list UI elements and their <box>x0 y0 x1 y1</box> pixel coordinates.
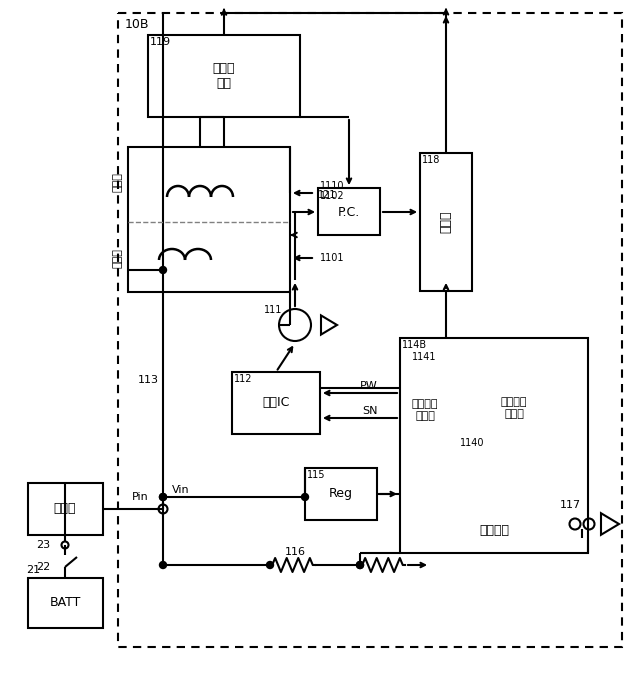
Text: 113: 113 <box>138 375 159 385</box>
Text: マイコン: マイコン <box>479 524 509 537</box>
Bar <box>400 338 588 553</box>
Bar <box>128 147 290 292</box>
Text: 117: 117 <box>560 500 581 510</box>
Text: 115: 115 <box>307 470 326 480</box>
Circle shape <box>356 562 364 569</box>
Bar <box>420 153 472 291</box>
Text: 制御IC: 制御IC <box>262 396 290 409</box>
Circle shape <box>301 494 308 501</box>
Text: 1140: 1140 <box>460 438 484 448</box>
Text: 1110: 1110 <box>320 181 344 191</box>
Text: 10B: 10B <box>125 18 150 31</box>
Text: PW: PW <box>360 381 378 391</box>
Circle shape <box>159 266 166 274</box>
Text: 数値制御
発振器: 数値制御 発振器 <box>412 399 438 421</box>
Bar <box>28 578 103 628</box>
Text: 1141: 1141 <box>412 352 436 362</box>
Bar <box>232 372 320 434</box>
Text: SN: SN <box>362 406 378 416</box>
Bar <box>28 483 103 535</box>
Bar <box>118 13 622 647</box>
Text: 112: 112 <box>234 374 253 384</box>
Text: 1101: 1101 <box>320 253 344 263</box>
Bar <box>318 188 380 235</box>
Text: 119: 119 <box>150 37 171 47</box>
Text: 1102: 1102 <box>320 191 344 201</box>
Text: P.C.: P.C. <box>338 206 360 219</box>
Text: 118: 118 <box>422 155 440 165</box>
Bar <box>410 350 578 468</box>
Circle shape <box>159 562 166 569</box>
Text: 116: 116 <box>285 547 306 557</box>
Text: 114B: 114B <box>402 340 427 350</box>
Text: 111: 111 <box>264 305 282 315</box>
Circle shape <box>159 494 166 501</box>
Circle shape <box>159 494 166 501</box>
Text: 23: 23 <box>36 540 50 550</box>
Text: 一次側: 一次側 <box>113 248 123 268</box>
Circle shape <box>266 562 273 569</box>
Text: Reg: Reg <box>329 488 353 501</box>
Circle shape <box>356 562 364 569</box>
Text: Pin: Pin <box>132 492 148 502</box>
Text: 分磁器: 分磁器 <box>54 503 76 516</box>
Bar <box>305 468 377 520</box>
Text: 二次側
回路: 二次側 回路 <box>212 62 236 90</box>
Bar <box>458 363 570 453</box>
Text: 21: 21 <box>26 565 40 575</box>
Text: 二次側: 二次側 <box>113 172 123 192</box>
Text: 22: 22 <box>36 562 50 572</box>
Text: Vin: Vin <box>172 485 189 495</box>
Text: 121: 121 <box>318 190 337 200</box>
Text: BATT: BATT <box>49 597 81 609</box>
Text: 通信部: 通信部 <box>440 210 452 234</box>
Bar <box>148 35 300 117</box>
Text: 不揮発性
メモリ: 不揮発性 メモリ <box>500 397 527 419</box>
